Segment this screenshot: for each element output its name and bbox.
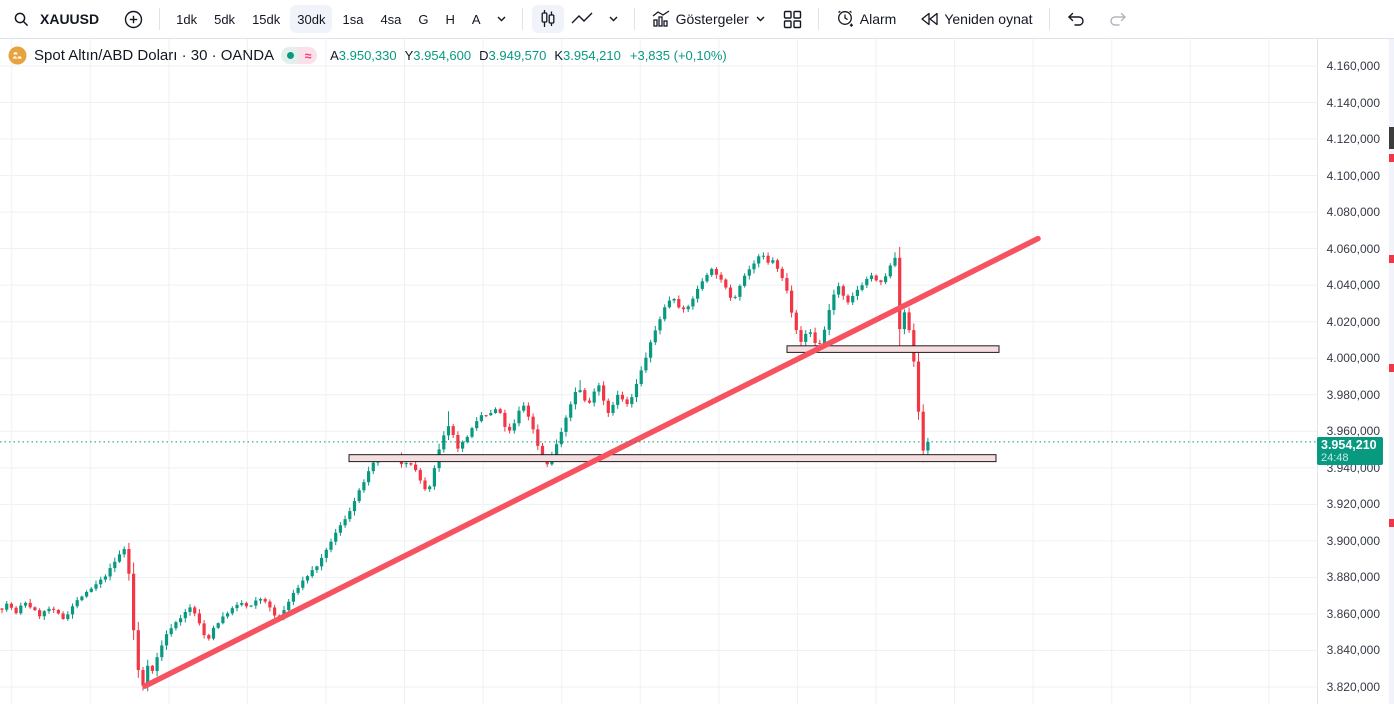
- redo-button[interactable]: [1101, 5, 1135, 33]
- price-change: +3,835 (+0,10%): [629, 48, 727, 63]
- chart-type-candles-button[interactable]: [531, 5, 564, 33]
- replay-rewind-icon: [920, 12, 939, 26]
- price-tick-label: 3.960,000: [1326, 424, 1380, 439]
- top-toolbar: XAUUSD 1dk 5dk 15dk 30dk 1sa 4sa G H A: [0, 0, 1394, 39]
- layout-grid-icon: [783, 10, 802, 29]
- price-tick-label: 4.040,000: [1326, 278, 1380, 293]
- gold-coin-icon: [8, 46, 27, 65]
- support-resistance-zone[interactable]: [786, 345, 1000, 353]
- edge-marker: [1389, 519, 1394, 527]
- chevron-down-icon: [609, 16, 618, 22]
- price-tick-label: 3.820,000: [1326, 680, 1380, 694]
- indicators-label: Göstergeler: [675, 11, 749, 27]
- interval-button-1dk[interactable]: 1dk: [169, 5, 204, 33]
- indicators-button[interactable]: Göstergeler: [644, 5, 772, 33]
- price-tick-label: 3.860,000: [1326, 606, 1380, 621]
- right-edge-strip: [1389, 38, 1394, 704]
- price-tick-label: 3.900,000: [1326, 533, 1380, 548]
- interval-button-30dk[interactable]: 30dk: [290, 5, 333, 33]
- interval-button-15dk[interactable]: 15dk: [245, 5, 287, 33]
- price-tick-label: 3.920,000: [1326, 497, 1380, 512]
- symbol-search-button[interactable]: XAUUSD: [6, 5, 111, 33]
- symbol-legend[interactable]: Spot Altın/ABD Doları · 30 · OANDA ≈ A3.…: [8, 46, 727, 65]
- last-price-value: 3.954,210: [1321, 438, 1377, 453]
- market-open-indicator: [281, 47, 300, 64]
- chart-panel: [0, 38, 1389, 704]
- replay-button[interactable]: Yeniden oynat: [913, 5, 1039, 33]
- symbol-title: Spot Altın/ABD Doları · 30 · OANDA: [34, 47, 275, 64]
- toolbar-divider: [1048, 8, 1050, 30]
- price-tick-label: 3.980,000: [1326, 387, 1380, 402]
- price-tick-label: 4.160,000: [1326, 59, 1380, 73]
- market-status-pill[interactable]: ≈: [281, 47, 318, 64]
- rectangle-zone-drawings[interactable]: [348, 345, 1000, 463]
- layout-grid-button[interactable]: [776, 5, 809, 33]
- edge-marker: [1389, 154, 1394, 162]
- edge-marker: [1389, 255, 1394, 263]
- price-tick-label: 4.080,000: [1326, 205, 1380, 220]
- toolbar-divider: [521, 8, 523, 30]
- interval-button-4sa[interactable]: 4sa: [373, 5, 408, 33]
- price-tick-label: 4.020,000: [1326, 314, 1380, 329]
- interval-button-G[interactable]: G: [411, 5, 435, 33]
- line-chart-icon: [571, 12, 593, 26]
- edge-marker: [1389, 127, 1394, 149]
- price-tick-label: 4.140,000: [1326, 95, 1380, 110]
- ohlc-K: K3.954,210: [554, 48, 621, 63]
- chevron-down-icon: [497, 16, 506, 22]
- toolbar-divider: [817, 8, 819, 30]
- grid-lines: [0, 39, 1317, 704]
- chevron-down-icon: [756, 16, 765, 22]
- trendline-drawing[interactable]: [142, 235, 1041, 689]
- symbol-name: XAUUSD: [40, 11, 100, 27]
- interval-button-A[interactable]: A: [465, 5, 488, 33]
- edge-marker: [1389, 364, 1394, 372]
- support-resistance-zone[interactable]: [348, 454, 997, 463]
- interval-button-5dk[interactable]: 5dk: [207, 5, 242, 33]
- price-tick-label: 4.000,000: [1326, 351, 1380, 366]
- ohlc-values: A3.950,330 Y3.954,600 D3.949,570 K3.954,210: [330, 48, 621, 63]
- price-tick-label: 3.840,000: [1326, 643, 1380, 658]
- chart-type-menu-button[interactable]: [600, 5, 625, 33]
- delayed-data-icon: ≈: [299, 47, 318, 64]
- compare-add-symbol-button[interactable]: [117, 5, 150, 33]
- plus-circle-icon: [124, 10, 143, 29]
- alarm-clock-icon: [835, 9, 855, 29]
- interval-button-1sa[interactable]: 1sa: [335, 5, 370, 33]
- indicators-icon: [651, 10, 671, 28]
- toolbar-divider: [159, 8, 161, 30]
- undo-icon: [1066, 12, 1086, 26]
- interval-menu-button[interactable]: [488, 5, 513, 33]
- chart-type-line-button[interactable]: [564, 5, 600, 33]
- ohlc-Y: Y3.954,600: [404, 48, 472, 63]
- interval-button-H[interactable]: H: [439, 5, 462, 33]
- last-price-label: 3.954,210 24:48: [1317, 437, 1383, 466]
- toolbar-divider: [633, 8, 635, 30]
- candlestick-chart-icon: [539, 9, 557, 29]
- price-axis[interactable]: 3.954,210 24:48 4.160,000 4.140,000 4.120,…: [1317, 38, 1388, 704]
- price-tick-label: 3.880,000: [1326, 570, 1380, 585]
- bar-countdown: 24:48: [1321, 452, 1349, 465]
- interval-buttons: 1dk 5dk 15dk 30dk 1sa 4sa G H A: [169, 5, 487, 33]
- ohlc-A: A3.950,330: [330, 48, 397, 63]
- redo-icon: [1108, 12, 1128, 26]
- ohlc-D: D3.949,570: [479, 48, 547, 63]
- candlestick-series[interactable]: [0, 246, 930, 692]
- price-tick-label: 4.060,000: [1326, 241, 1380, 256]
- price-tick-label: 4.100,000: [1326, 168, 1380, 183]
- search-icon: [13, 11, 30, 28]
- alarm-button[interactable]: Alarm: [828, 5, 904, 33]
- price-tick-label: 4.120,000: [1326, 132, 1380, 147]
- alarm-label: Alarm: [859, 11, 897, 27]
- replay-label: Yeniden oynat: [944, 11, 1033, 27]
- undo-button[interactable]: [1059, 5, 1093, 33]
